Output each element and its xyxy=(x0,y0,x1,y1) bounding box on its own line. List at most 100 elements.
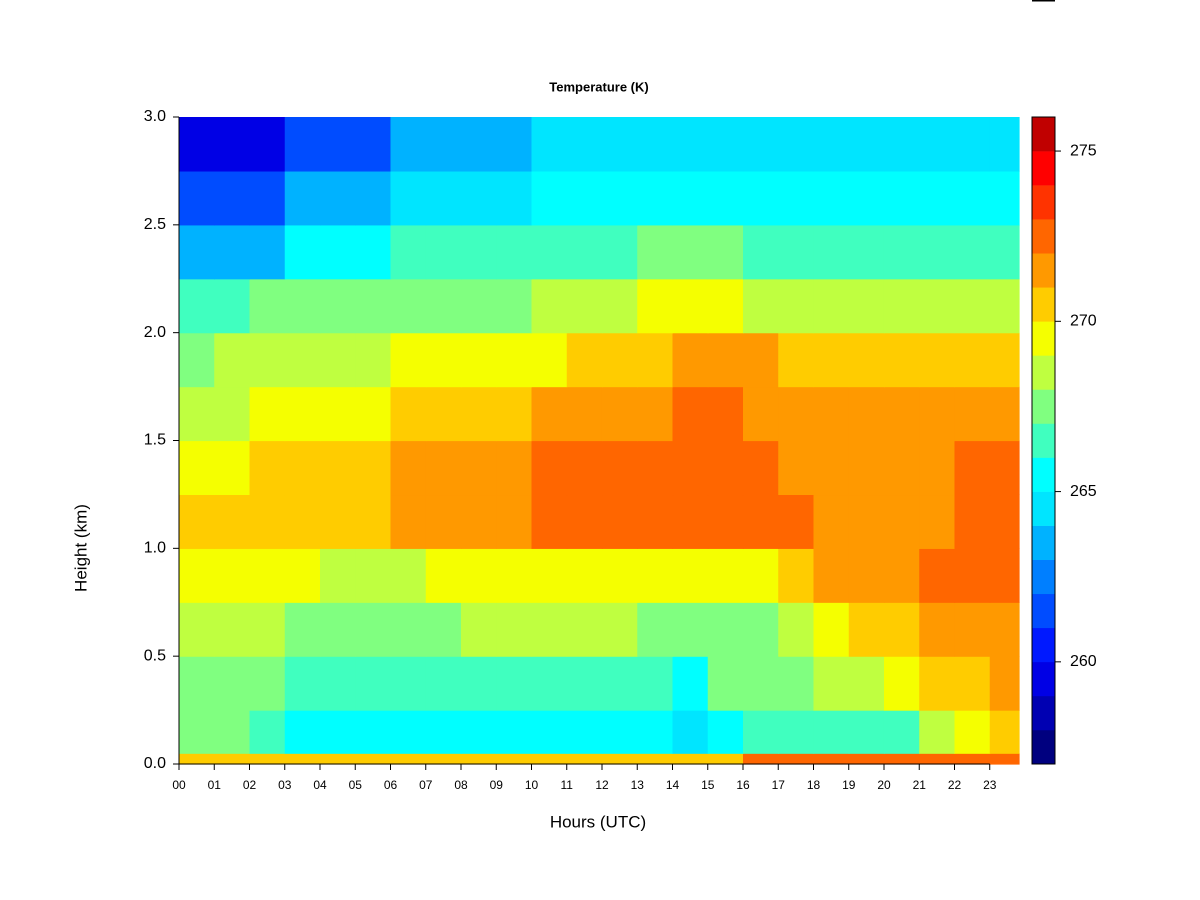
x-tick-label: 21 xyxy=(913,778,927,792)
heatmap-cell xyxy=(707,117,744,172)
colorbar-band xyxy=(1032,423,1055,458)
heatmap-cell xyxy=(637,170,674,226)
heatmap-cell xyxy=(672,548,709,603)
heatmap-cell xyxy=(813,170,850,226)
heatmap-cell xyxy=(813,710,850,754)
x-tick-label: 23 xyxy=(983,778,997,792)
heatmap-cell xyxy=(460,753,497,765)
heatmap-cell xyxy=(919,602,956,657)
heatmap-cell xyxy=(848,278,885,334)
heatmap-cell xyxy=(249,656,286,711)
x-tick-label: 14 xyxy=(666,778,680,792)
heatmap-cell xyxy=(179,332,215,388)
heatmap-cell xyxy=(778,656,815,711)
heatmap-cell xyxy=(460,656,497,711)
heatmap-cell xyxy=(707,753,744,765)
heatmap-cell xyxy=(919,332,956,388)
heatmap-cell xyxy=(742,117,779,172)
heatmap-cell xyxy=(637,548,674,603)
heatmap-cell xyxy=(460,710,497,754)
heatmap-cell xyxy=(531,278,568,334)
heatmap-cell xyxy=(496,548,533,603)
y-tick-label: 3.0 xyxy=(144,108,166,125)
heatmap-cell xyxy=(742,656,779,711)
colorbar-band xyxy=(1032,525,1055,560)
x-tick-label: 03 xyxy=(278,778,292,792)
heatmap-cell xyxy=(355,278,392,334)
heatmap-cell xyxy=(179,278,215,334)
heatmap-cell xyxy=(778,117,815,172)
heatmap-cell xyxy=(919,440,956,496)
heatmap-cell xyxy=(179,494,215,549)
heatmap-cell xyxy=(566,117,603,172)
heatmap-cell xyxy=(319,656,356,711)
heatmap-cell xyxy=(601,548,638,603)
heatmap-cell xyxy=(319,548,356,603)
x-tick-label: 16 xyxy=(736,778,750,792)
heatmap-cell xyxy=(355,494,392,549)
colorbar-band xyxy=(1032,253,1055,288)
heatmap-cell xyxy=(672,440,709,496)
heatmap-cell xyxy=(214,710,251,754)
heatmap-cell xyxy=(989,170,1020,226)
heatmap-cell xyxy=(284,656,321,711)
heatmap-cell xyxy=(601,278,638,334)
heatmap-cell xyxy=(883,548,920,603)
heatmap-cell xyxy=(319,278,356,334)
heatmap-cell xyxy=(637,117,674,172)
heatmap-cell xyxy=(919,710,956,754)
heatmap-cell xyxy=(496,117,533,172)
heatmap-cell xyxy=(672,710,709,754)
heatmap-cell xyxy=(672,170,709,226)
x-tick-label: 00 xyxy=(172,778,186,792)
heatmap-cell xyxy=(954,117,991,172)
heatmap-cell xyxy=(883,753,920,765)
x-tick-label: 02 xyxy=(243,778,257,792)
heatmap-cell xyxy=(319,494,356,549)
heatmap-cell xyxy=(813,494,850,549)
colorbar-tick-label: 260 xyxy=(1070,653,1097,670)
heatmap-cell xyxy=(989,386,1020,442)
heatmap-cell xyxy=(179,117,215,172)
heatmap-cell xyxy=(496,386,533,442)
x-tick-label: 15 xyxy=(701,778,715,792)
heatmap-cell xyxy=(989,656,1020,711)
heatmap-cell xyxy=(566,386,603,442)
heatmap-cell xyxy=(637,656,674,711)
heatmap-cell xyxy=(566,440,603,496)
heatmap-cell xyxy=(214,117,251,172)
heatmap-cell xyxy=(179,386,215,442)
heatmap-cell xyxy=(531,494,568,549)
heatmap-cell xyxy=(848,332,885,388)
heatmap-cell xyxy=(531,117,568,172)
heatmap-cell xyxy=(919,278,956,334)
heatmap-cell xyxy=(637,494,674,549)
heatmap-cell xyxy=(319,602,356,657)
heatmap-cell xyxy=(989,710,1020,754)
heatmap-cell xyxy=(460,278,497,334)
heatmap-cell xyxy=(319,386,356,442)
heatmap-cell xyxy=(778,332,815,388)
heatmap-cell xyxy=(989,602,1020,657)
heatmap-cell xyxy=(425,170,462,226)
heatmap-cell xyxy=(883,602,920,657)
heatmap-cell xyxy=(883,494,920,549)
heatmap-cell xyxy=(989,753,1020,765)
heatmap-cell xyxy=(707,224,744,280)
heatmap-cell xyxy=(742,440,779,496)
y-tick-label: 2.5 xyxy=(144,216,166,233)
heatmap-cell xyxy=(707,494,744,549)
heatmap-cell xyxy=(425,710,462,754)
heatmap-cell xyxy=(531,440,568,496)
heatmap-cell xyxy=(672,753,709,765)
heatmap-cell xyxy=(566,332,603,388)
heatmap-cell xyxy=(390,710,427,754)
heatmap-cell xyxy=(390,753,427,765)
heatmap-cell xyxy=(179,224,215,280)
heatmap-cell xyxy=(954,753,991,765)
heatmap-cell xyxy=(883,117,920,172)
heatmap-cell xyxy=(355,710,392,754)
heatmap-cell xyxy=(390,170,427,226)
heatmap-cell xyxy=(742,710,779,754)
heatmap-cell xyxy=(778,170,815,226)
